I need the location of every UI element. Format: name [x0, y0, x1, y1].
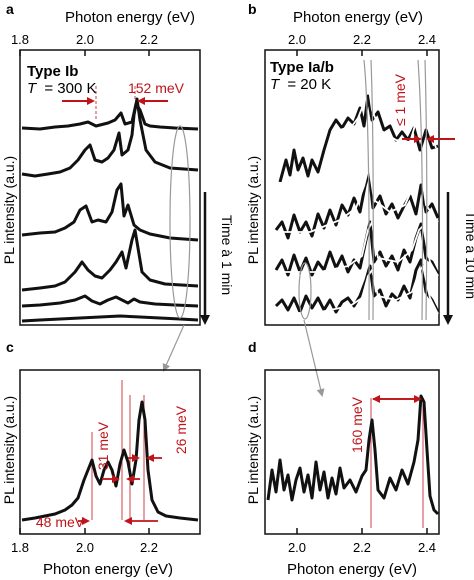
spectrum-trace-4 — [21, 228, 199, 292]
tick-label: 2.0 — [76, 32, 94, 47]
time-arrow: Time à 10 min — [443, 192, 474, 325]
x-ticks-bottom: 2.0 2.2 2.4 — [288, 528, 436, 555]
spectrum-trace-5 — [21, 294, 199, 308]
plot-frame — [264, 369, 440, 535]
x-ticks-bottom: 1.8 2.0 2.2 — [11, 528, 158, 555]
spectrum-trace-2 — [274, 165, 440, 240]
x-axis-label-bottom: Photon energy (eV) — [43, 561, 173, 578]
time-arrow-label: Time à 10 min — [463, 211, 474, 299]
width-label-26meV: 26 meV — [173, 405, 189, 454]
tick-label: 1.8 — [11, 32, 29, 47]
tick-label: 2.0 — [288, 32, 306, 47]
temperature-label: T = 20 K — [270, 76, 331, 93]
splitting-annotation: 152 meV — [62, 80, 185, 120]
plot-frame — [264, 49, 440, 326]
sample-type-label: Type Ia/b — [270, 59, 334, 76]
highlight-ellipse — [298, 262, 312, 320]
tick-label: 2.2 — [140, 32, 158, 47]
width-label-48meV: 48 meV — [36, 514, 85, 530]
y-axis-label: PL intensity (a.u.) — [1, 156, 17, 264]
traces — [21, 97, 199, 323]
splitting-label: 160 meV — [349, 396, 365, 453]
temperature-value: = 20 K — [287, 76, 331, 93]
tick-label: 2.4 — [418, 540, 436, 555]
connector-arrow — [162, 324, 185, 372]
x-axis-label-top: Photon energy (eV) — [65, 9, 195, 26]
panel-a: a Photon energy (eV) PL intensity (a.u.)… — [1, 1, 235, 372]
spectrum-trace-1 — [278, 81, 439, 184]
connector-arrow — [303, 319, 325, 397]
panel-letter: c — [6, 339, 14, 355]
tick-label: 2.2 — [140, 540, 158, 555]
splitting-annotation: 160 meV — [349, 395, 422, 453]
panel-d: d PL intensity (a.u.) 160 meV 2.0 2.2 2.… — [245, 339, 440, 578]
panel-b: b Photon energy (eV) PL intensity (a.u.)… — [245, 1, 474, 397]
y-axis-label: PL intensity (a.u.) — [1, 396, 17, 504]
highlight-lines — [363, 59, 428, 321]
spectrum-trace — [266, 394, 440, 516]
y-axis-label: PL intensity (a.u.) — [245, 396, 261, 504]
tick-label: 2.4 — [418, 32, 436, 47]
splitting-label: 152 meV — [128, 80, 185, 96]
temperature-symbol: T — [27, 80, 38, 97]
width-label-31meV: 31 meV — [95, 421, 111, 470]
spectrum-trace-6 — [21, 314, 199, 323]
tick-label: 2.0 — [76, 540, 94, 555]
plot-frame — [19, 49, 201, 326]
temperature-label: T = 300 K — [27, 80, 96, 97]
temperature-value: = 300 K — [44, 80, 96, 97]
traces — [274, 81, 440, 315]
panel-c: c PL intensity (a.u.) 31 meV 26 meV 48 m… — [1, 339, 201, 578]
plot-frame — [19, 369, 201, 535]
x-ticks-top: 1.8 2.0 2.2 — [11, 32, 158, 56]
x-axis-label-top: Photon energy (eV) — [293, 9, 423, 26]
tick-label: 1.8 — [11, 540, 29, 555]
x-ticks-top: 2.0 2.2 2.4 — [288, 32, 436, 56]
spectrum-trace-1 — [21, 102, 199, 131]
spectrum-trace-3 — [21, 182, 199, 242]
x-axis-label-bottom: Photon energy (eV) — [287, 561, 417, 578]
highlight-ellipse — [169, 125, 191, 319]
spectrum-trace-2 — [21, 97, 199, 178]
tick-label: 2.2 — [353, 540, 371, 555]
time-arrow: Time à 1 min — [200, 192, 235, 325]
sample-type-label: Type Ib — [27, 63, 78, 80]
time-arrow-label: Time à 1 min — [219, 215, 235, 295]
tick-label: 2.2 — [353, 32, 371, 47]
temperature-symbol: T — [270, 76, 281, 93]
panel-letter: b — [248, 1, 257, 17]
tick-label: 2.0 — [288, 540, 306, 555]
y-axis-label: PL intensity (a.u.) — [245, 156, 261, 264]
width-annotations: 31 meV 26 meV 48 meV — [36, 405, 189, 530]
panel-letter: d — [248, 339, 257, 355]
linewidth-annotation: ≤ 1 meV — [392, 73, 455, 143]
panel-letter: a — [6, 1, 14, 17]
linewidth-label: ≤ 1 meV — [392, 73, 408, 126]
